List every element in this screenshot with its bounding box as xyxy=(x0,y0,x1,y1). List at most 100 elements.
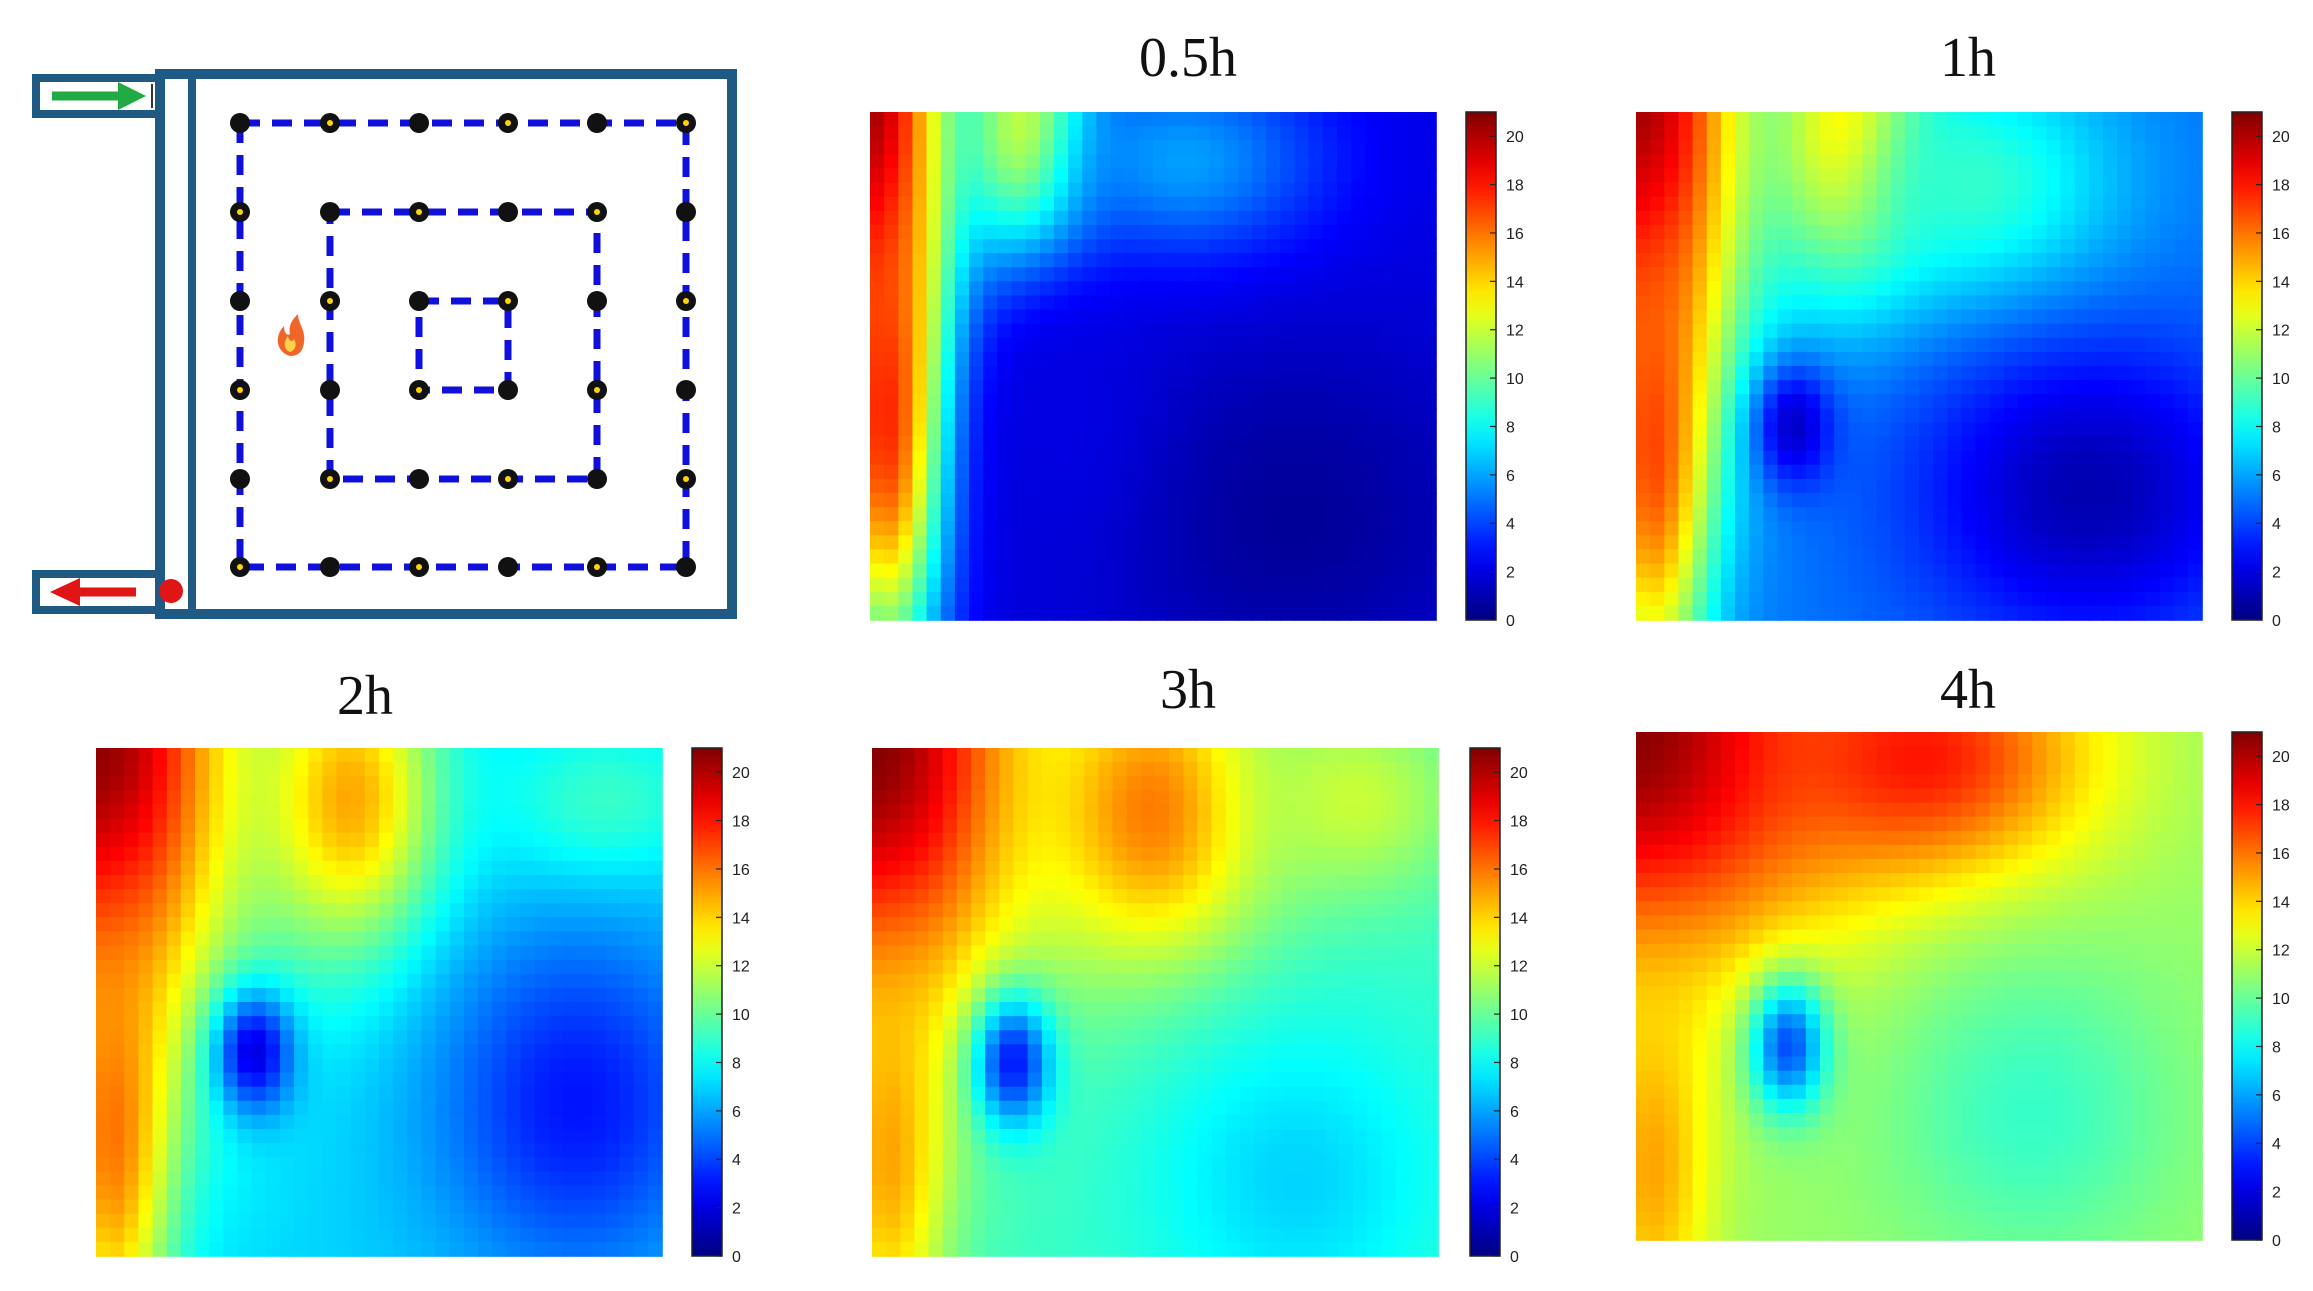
heatmap-cell xyxy=(2117,281,2133,297)
heatmap-cell xyxy=(605,931,621,947)
heatmap-cell xyxy=(2145,295,2161,311)
heatmap-cell xyxy=(633,748,649,763)
heatmap-cell xyxy=(912,112,928,127)
heatmap-cell xyxy=(223,1199,239,1215)
heatmap-cell xyxy=(435,1185,451,1201)
heatmap-cell xyxy=(1138,182,1154,198)
heatmap-cell xyxy=(1421,154,1437,170)
heatmap-cell xyxy=(138,945,154,961)
heatmap-cell xyxy=(1365,182,1381,198)
heatmap-cell xyxy=(1237,422,1253,438)
heatmap-cell xyxy=(124,1002,140,1017)
heatmap-cell xyxy=(928,931,944,947)
heatmap-cell xyxy=(1890,549,1906,565)
heatmap-cell xyxy=(928,1016,944,1032)
heatmap-cell xyxy=(1919,394,1934,410)
heatmap-cell xyxy=(1890,563,1906,579)
heatmap-cell xyxy=(1252,281,1267,297)
heatmap-cell xyxy=(463,1157,479,1173)
heatmap-cell xyxy=(2060,380,2076,396)
heatmap-cell xyxy=(2003,394,2019,410)
heatmap-cell xyxy=(393,1114,409,1130)
heatmap-cell xyxy=(926,605,942,621)
heatmap-cell xyxy=(2117,394,2133,410)
heatmap-cell xyxy=(364,748,380,763)
heatmap-cell xyxy=(1011,295,1027,311)
heatmap-cell xyxy=(2131,493,2147,508)
heatmap-cell xyxy=(435,832,451,848)
heatmap-cell xyxy=(928,762,944,778)
heatmap-cell xyxy=(138,1129,154,1144)
heatmap-cell xyxy=(1862,436,1878,452)
heatmap-cell xyxy=(1819,182,1835,198)
heatmap-cell xyxy=(1110,535,1126,551)
heatmap-cell xyxy=(548,748,564,763)
heatmap-cell xyxy=(2074,464,2090,480)
heatmap-cell xyxy=(914,1030,930,1046)
heatmap-cell xyxy=(2173,126,2189,142)
heatmap-cell xyxy=(983,323,999,339)
heatmap-cell xyxy=(1294,591,1310,607)
heatmap-cell xyxy=(492,973,508,989)
heatmap-cell xyxy=(2088,281,2104,297)
heatmap-cell xyxy=(1195,281,1211,297)
heatmap-cell xyxy=(872,1100,887,1116)
heatmap-cell xyxy=(1664,493,1680,508)
heatmap-cell xyxy=(1039,295,1055,311)
heatmap-cell xyxy=(435,1213,451,1229)
heatmap-cell xyxy=(2074,507,2090,523)
heatmap-cell xyxy=(914,1100,930,1116)
heatmap-cell xyxy=(1904,168,1920,184)
heatmap-cell xyxy=(1068,126,1084,142)
heatmap-cell xyxy=(912,267,928,283)
heatmap-cell xyxy=(2131,563,2147,579)
heatmap-cell xyxy=(2088,436,2104,452)
heatmap-cell xyxy=(647,1213,663,1229)
heatmap-cell xyxy=(1720,478,1736,494)
heatmap-cell xyxy=(294,846,310,862)
inlet-arrow-icon xyxy=(118,82,146,110)
heatmap-cell xyxy=(1351,422,1367,438)
heatmap-cell xyxy=(647,987,663,1003)
heatmap-cell xyxy=(393,917,409,933)
heatmap-cell xyxy=(2003,577,2019,593)
heatmap-cell xyxy=(237,1171,253,1187)
heatmap-cell xyxy=(1252,366,1267,381)
heatmap-cell xyxy=(912,591,928,607)
heatmap-cell xyxy=(138,987,154,1003)
heatmap-cell xyxy=(1848,309,1864,325)
heatmap-cell xyxy=(912,140,928,156)
heatmap-cell xyxy=(928,790,944,806)
heatmap-cell xyxy=(999,903,1015,919)
heatmap-cell xyxy=(926,309,942,325)
heatmap-cell xyxy=(1777,281,1793,297)
heatmap-cell xyxy=(985,1002,1001,1017)
heatmap-cell xyxy=(1393,591,1409,607)
heatmap-cell xyxy=(1678,436,1694,452)
heatmap-cell xyxy=(940,351,956,367)
heatmap-cell xyxy=(1082,507,1098,523)
heatmap-cell xyxy=(2131,450,2147,466)
heatmap-cell xyxy=(1805,267,1821,283)
heatmap-cell xyxy=(407,1100,423,1116)
heatmap-cell xyxy=(1636,507,1651,523)
heatmap-cell xyxy=(350,1030,366,1046)
heatmap-cell xyxy=(1322,239,1338,254)
heatmap-cell xyxy=(1167,422,1183,438)
heatmap-cell xyxy=(110,917,126,933)
heatmap-cell xyxy=(449,1016,465,1032)
heatmap-cell xyxy=(1407,210,1423,226)
heatmap-cell xyxy=(1053,535,1069,551)
heatmap-cell xyxy=(1025,239,1041,254)
heatmap-cell xyxy=(971,889,986,905)
heatmap-cell xyxy=(1322,493,1338,508)
heatmap-cell xyxy=(2187,140,2203,156)
heatmap-cell xyxy=(1195,168,1211,184)
heatmap-cell xyxy=(350,748,366,763)
heatmap-cell xyxy=(2032,493,2048,508)
heatmap-cell xyxy=(1947,507,1963,523)
heatmap-cell xyxy=(1336,380,1352,396)
heatmap-cell xyxy=(478,1143,493,1159)
heatmap-cell xyxy=(1805,478,1821,494)
heatmap-cell xyxy=(350,790,366,806)
